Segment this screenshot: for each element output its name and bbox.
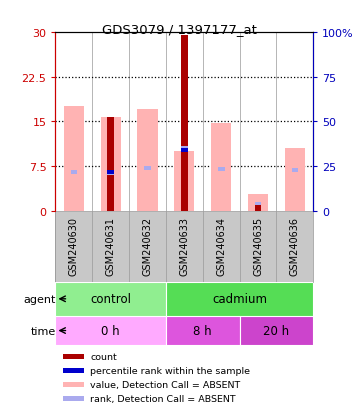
Bar — [211, 123, 231, 211]
Text: agent: agent — [23, 294, 55, 304]
Bar — [181, 36, 188, 211]
Bar — [144, 166, 151, 170]
Bar — [63, 382, 84, 387]
Text: control: control — [90, 292, 131, 306]
Bar — [218, 168, 224, 171]
Text: GSM240633: GSM240633 — [179, 217, 189, 275]
Text: rank, Detection Call = ABSENT: rank, Detection Call = ABSENT — [90, 394, 236, 403]
Bar — [174, 152, 194, 211]
Bar — [255, 202, 261, 206]
Bar — [63, 396, 84, 401]
Bar — [181, 147, 188, 150]
Bar — [107, 173, 114, 176]
Text: GDS3079 / 1397177_at: GDS3079 / 1397177_at — [102, 23, 256, 36]
Bar — [71, 171, 77, 174]
Bar — [101, 117, 121, 211]
Bar — [137, 110, 158, 211]
Bar — [255, 202, 261, 211]
Text: percentile rank within the sample: percentile rank within the sample — [90, 366, 250, 375]
Text: cadmium: cadmium — [212, 292, 267, 306]
Bar — [181, 148, 188, 153]
Bar — [63, 354, 84, 359]
Text: 8 h: 8 h — [193, 324, 212, 337]
Bar — [248, 195, 268, 211]
Text: 0 h: 0 h — [101, 324, 120, 337]
Bar — [166, 282, 313, 316]
Text: value, Detection Call = ABSENT: value, Detection Call = ABSENT — [90, 380, 241, 389]
Bar — [107, 117, 114, 211]
Bar — [285, 149, 305, 211]
Bar — [240, 316, 313, 346]
Text: GSM240631: GSM240631 — [106, 217, 116, 275]
Bar — [55, 282, 166, 316]
Bar — [291, 169, 298, 173]
Text: GSM240632: GSM240632 — [142, 217, 153, 276]
Text: GSM240636: GSM240636 — [290, 217, 300, 275]
Text: GSM240634: GSM240634 — [216, 217, 226, 275]
Bar — [64, 107, 84, 211]
Text: 20 h: 20 h — [263, 324, 290, 337]
Bar — [55, 316, 166, 346]
Text: count: count — [90, 352, 117, 361]
Text: GSM240630: GSM240630 — [69, 217, 79, 275]
Bar — [107, 171, 114, 175]
Text: GSM240635: GSM240635 — [253, 217, 263, 276]
Bar — [166, 316, 240, 346]
Bar — [63, 368, 84, 373]
Text: time: time — [30, 326, 55, 336]
